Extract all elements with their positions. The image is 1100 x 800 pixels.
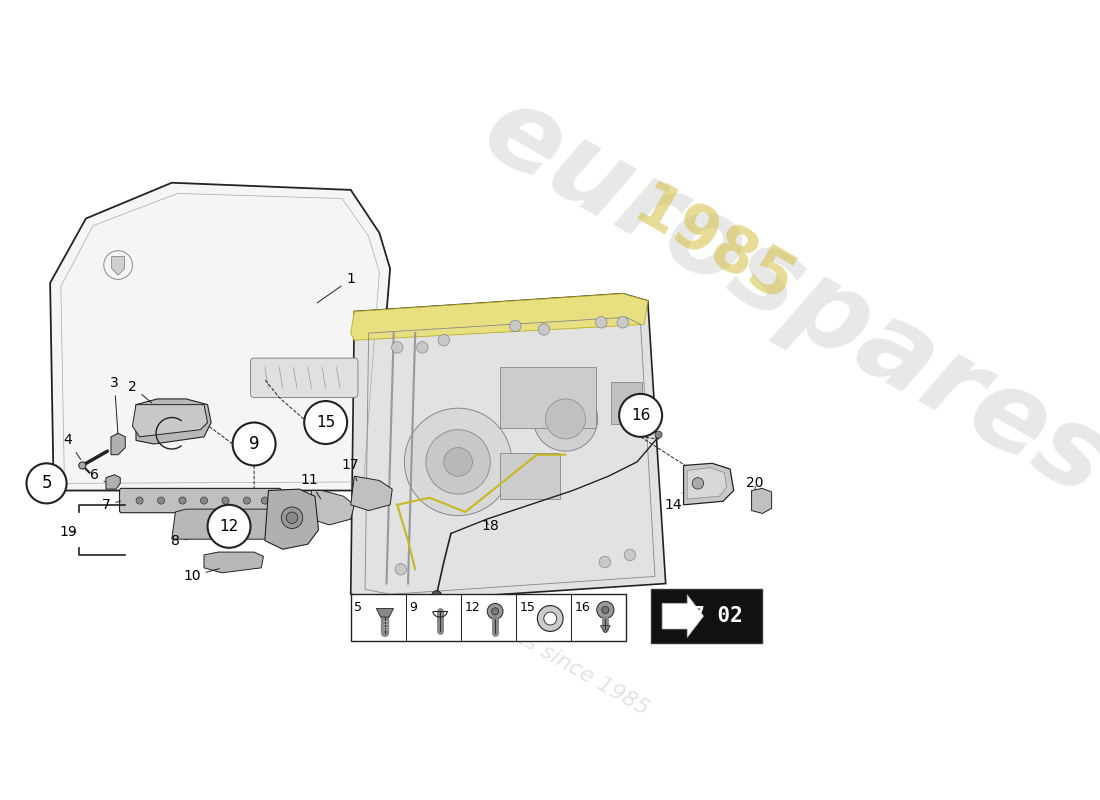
- Circle shape: [136, 497, 143, 504]
- Polygon shape: [265, 489, 319, 550]
- Text: 15: 15: [316, 415, 336, 430]
- Polygon shape: [601, 626, 610, 633]
- Circle shape: [26, 463, 67, 503]
- Circle shape: [103, 250, 132, 279]
- Polygon shape: [662, 594, 704, 638]
- Circle shape: [617, 317, 628, 328]
- Polygon shape: [136, 399, 211, 444]
- Circle shape: [538, 324, 550, 335]
- Text: 2: 2: [128, 380, 152, 403]
- Polygon shape: [204, 552, 263, 573]
- Circle shape: [200, 497, 208, 504]
- Text: 14: 14: [664, 493, 682, 512]
- FancyBboxPatch shape: [499, 367, 595, 427]
- Text: 4: 4: [64, 434, 80, 459]
- Text: 7: 7: [101, 498, 120, 512]
- Circle shape: [79, 462, 86, 469]
- Text: 12: 12: [464, 602, 481, 614]
- Polygon shape: [132, 405, 208, 437]
- Circle shape: [392, 342, 403, 353]
- Text: 8: 8: [170, 534, 187, 548]
- Polygon shape: [351, 594, 626, 641]
- Circle shape: [282, 507, 303, 529]
- Circle shape: [602, 606, 609, 614]
- Text: 5: 5: [42, 474, 52, 492]
- Circle shape: [395, 563, 407, 575]
- Circle shape: [534, 386, 597, 451]
- Text: 837 02: 837 02: [668, 606, 742, 626]
- Circle shape: [426, 430, 491, 494]
- Text: 1: 1: [317, 272, 355, 303]
- FancyBboxPatch shape: [610, 382, 642, 424]
- Circle shape: [654, 431, 662, 438]
- Circle shape: [543, 612, 557, 625]
- Circle shape: [243, 497, 251, 504]
- Circle shape: [262, 497, 268, 504]
- Polygon shape: [683, 463, 734, 505]
- Text: 20: 20: [747, 476, 763, 490]
- Polygon shape: [51, 182, 390, 490]
- Circle shape: [538, 606, 563, 631]
- Polygon shape: [376, 609, 394, 617]
- Circle shape: [509, 320, 521, 332]
- Polygon shape: [172, 509, 286, 539]
- Text: 17: 17: [342, 458, 360, 481]
- Circle shape: [431, 590, 441, 601]
- Circle shape: [305, 401, 348, 444]
- Circle shape: [232, 422, 276, 466]
- Polygon shape: [111, 434, 125, 454]
- Polygon shape: [751, 488, 771, 514]
- Circle shape: [692, 478, 704, 489]
- Circle shape: [487, 603, 503, 619]
- Circle shape: [208, 505, 251, 548]
- Circle shape: [222, 497, 229, 504]
- Polygon shape: [351, 294, 666, 602]
- Circle shape: [157, 497, 165, 504]
- FancyBboxPatch shape: [651, 590, 762, 643]
- Text: 13: 13: [431, 598, 449, 612]
- Polygon shape: [688, 468, 726, 499]
- Text: 5: 5: [354, 602, 362, 614]
- Text: 10: 10: [183, 569, 219, 583]
- FancyBboxPatch shape: [251, 358, 358, 398]
- Text: 19: 19: [59, 525, 77, 539]
- Text: eurospares: eurospares: [465, 75, 1100, 519]
- FancyBboxPatch shape: [499, 454, 560, 499]
- Text: 16: 16: [575, 602, 591, 614]
- Polygon shape: [311, 490, 354, 525]
- Polygon shape: [106, 474, 120, 489]
- Text: 12: 12: [219, 519, 239, 534]
- Text: 3: 3: [110, 376, 119, 434]
- Circle shape: [438, 334, 450, 346]
- Text: 16: 16: [631, 408, 650, 423]
- Circle shape: [595, 317, 607, 328]
- FancyBboxPatch shape: [120, 488, 282, 513]
- Circle shape: [624, 550, 636, 561]
- Text: 15: 15: [519, 602, 536, 614]
- Circle shape: [405, 408, 512, 515]
- Text: 9: 9: [409, 602, 417, 614]
- Polygon shape: [112, 257, 124, 275]
- Circle shape: [597, 602, 614, 618]
- Polygon shape: [351, 294, 648, 340]
- Polygon shape: [351, 476, 393, 510]
- Circle shape: [443, 447, 472, 476]
- Circle shape: [600, 556, 610, 568]
- Text: 1985: 1985: [623, 178, 803, 317]
- Text: 18: 18: [482, 519, 499, 534]
- Circle shape: [492, 608, 498, 615]
- Circle shape: [619, 394, 662, 437]
- Circle shape: [286, 512, 298, 523]
- Circle shape: [179, 497, 186, 504]
- Text: 11: 11: [300, 473, 321, 499]
- Text: a passion for parts since 1985: a passion for parts since 1985: [351, 534, 652, 719]
- Text: 9: 9: [249, 435, 260, 453]
- Text: 6: 6: [90, 468, 106, 482]
- Circle shape: [546, 399, 585, 439]
- Circle shape: [417, 342, 428, 353]
